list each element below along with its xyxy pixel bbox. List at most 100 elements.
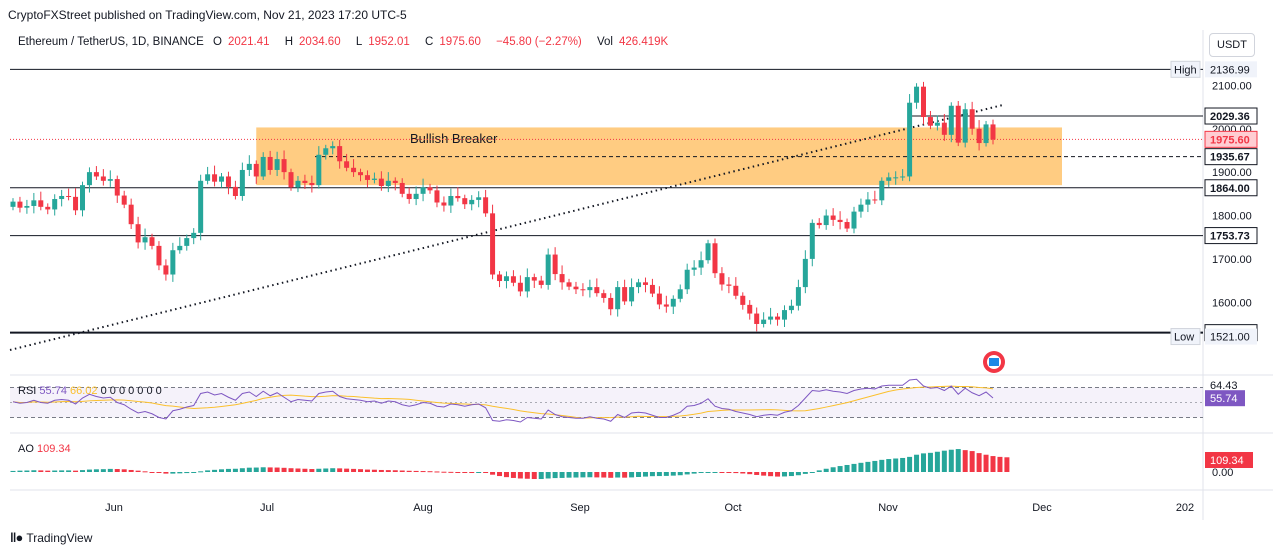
- candle: [17, 201, 23, 208]
- y-tick-label: 1600.00: [1212, 297, 1252, 309]
- ao-bar: [497, 472, 503, 477]
- candle: [163, 265, 169, 275]
- candle: [497, 274, 503, 282]
- ao-bar: [170, 472, 176, 474]
- ao-bar: [740, 472, 746, 474]
- ao-bar: [288, 468, 294, 472]
- candle: [510, 276, 516, 283]
- candle: [851, 211, 857, 229]
- ao-bar: [10, 470, 16, 472]
- candle: [441, 202, 447, 206]
- ao-bar: [649, 472, 655, 477]
- ao-bar: [594, 472, 600, 478]
- candle: [538, 280, 544, 285]
- ao-bar: [212, 469, 218, 472]
- volume-key: Vol: [596, 36, 613, 48]
- currency-button[interactable]: USDT: [1209, 33, 1255, 57]
- rsi-extra: 0 0 0 0 0 0 0: [100, 385, 162, 397]
- candle: [768, 316, 774, 320]
- candle: [469, 199, 475, 205]
- candle: [191, 232, 197, 239]
- level-side-tag: High: [1174, 64, 1197, 76]
- ao-bar: [698, 472, 704, 473]
- ao-bar: [462, 472, 468, 473]
- ao-bar: [239, 468, 245, 472]
- ao-bar: [100, 469, 106, 472]
- candle: [712, 243, 718, 274]
- candle: [427, 187, 433, 191]
- ao-bar: [406, 470, 412, 472]
- ao-bar: [149, 472, 155, 473]
- ao-bar: [837, 466, 843, 472]
- ao-bar: [934, 451, 940, 472]
- ao-bar: [941, 450, 947, 472]
- candle: [615, 287, 621, 310]
- ao-bar: [351, 468, 357, 472]
- ao-bar: [775, 472, 781, 477]
- ao-bar: [128, 469, 134, 472]
- level-price-tag: 1521.00: [1210, 332, 1250, 344]
- ao-bar: [281, 467, 287, 472]
- candle: [80, 185, 86, 211]
- ao-bar: [344, 468, 350, 472]
- ao-bar: [955, 449, 961, 472]
- candle: [649, 284, 655, 294]
- ao-bar: [552, 472, 558, 479]
- ao-bar: [490, 472, 496, 475]
- candle: [149, 237, 155, 246]
- ao-bar: [754, 472, 760, 475]
- ao-bar: [990, 456, 996, 472]
- candle: [225, 176, 231, 187]
- ao-bar: [893, 458, 899, 472]
- ao-bar: [17, 470, 23, 472]
- candle: [351, 167, 357, 173]
- candle: [858, 204, 864, 212]
- candle: [969, 109, 975, 129]
- symbol-title[interactable]: Ethereum / TetherUS, 1D, BINANCE: [18, 36, 204, 48]
- candle: [392, 180, 398, 183]
- candle: [267, 156, 273, 170]
- candle: [246, 163, 252, 170]
- candle: [38, 200, 44, 207]
- x-tick-label: Jun: [105, 502, 123, 514]
- candle: [517, 282, 523, 292]
- close-key: C: [425, 36, 434, 48]
- ao-bar: [114, 469, 120, 472]
- candle: [754, 313, 760, 324]
- x-tick-label: Oct: [724, 502, 741, 514]
- ao-value-tag: 109.34: [1210, 455, 1244, 467]
- candle: [483, 197, 489, 214]
- ao-bar: [914, 454, 920, 472]
- rsi-value-tag-bg: [1205, 390, 1245, 407]
- ao-bar: [601, 472, 607, 478]
- level-tag-bg: [1204, 179, 1258, 197]
- candle: [420, 187, 426, 194]
- ao-bar: [476, 472, 482, 473]
- candle: [358, 172, 364, 176]
- level-price-tag: 1753.73: [1210, 231, 1250, 243]
- candle: [733, 285, 739, 296]
- ao-label: AO: [18, 443, 34, 455]
- candle: [371, 178, 377, 180]
- candle: [705, 243, 711, 261]
- candle: [802, 258, 808, 288]
- candle: [670, 298, 676, 307]
- ao-bar: [455, 472, 461, 473]
- candle: [184, 238, 190, 246]
- ao-bar: [323, 468, 329, 472]
- ao-bar: [997, 456, 1003, 472]
- candle: [934, 122, 940, 126]
- candle: [865, 199, 871, 205]
- ao-bar: [225, 468, 231, 472]
- candle: [573, 286, 579, 290]
- high-key: H: [284, 36, 294, 48]
- ao-bar: [927, 452, 933, 472]
- candle: [775, 316, 781, 320]
- ao-bar: [656, 472, 662, 477]
- x-tick-label: Aug: [413, 502, 433, 514]
- level-side-tag-bg: [1170, 328, 1201, 346]
- candle: [302, 180, 308, 183]
- tradingview-logo: ‖● TradingView: [10, 530, 92, 545]
- ao-bar: [441, 471, 447, 473]
